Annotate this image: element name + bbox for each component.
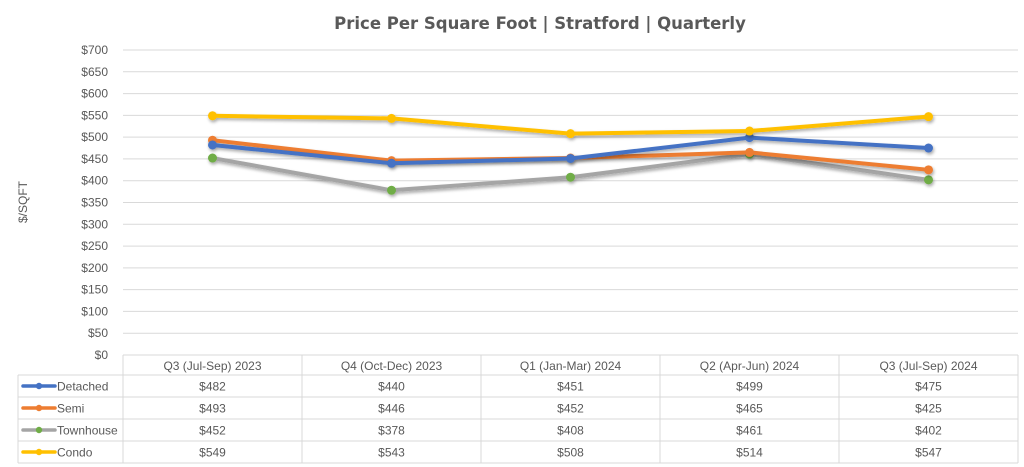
legend-entry: Townhouse <box>21 424 118 438</box>
y-tick-label: $400 <box>81 174 108 188</box>
data-point <box>387 113 396 123</box>
data-table-value: $465 <box>736 402 763 416</box>
data-point <box>566 129 575 139</box>
data-table-value: $514 <box>736 446 763 460</box>
y-tick-label: $600 <box>81 87 108 101</box>
data-table-value: $378 <box>378 424 405 438</box>
data-table-value: $499 <box>736 380 763 394</box>
series-lines <box>208 111 933 195</box>
data-point <box>745 147 754 157</box>
data-table-value: $440 <box>378 380 405 394</box>
legend-marker-swatch <box>35 448 43 456</box>
data-point <box>924 143 933 153</box>
y-tick-label: $0 <box>95 348 109 362</box>
y-tick-label: $150 <box>81 283 108 297</box>
y-tick-label: $250 <box>81 239 108 253</box>
legend-label: Semi <box>57 402 84 416</box>
data-table: Q3 (Jul-Sep) 2023 Q4 (Oct-Dec) 2023 Q1 (Ja… <box>17 354 1019 464</box>
data-point <box>208 140 217 150</box>
data-table-value: $547 <box>915 446 942 460</box>
data-table-value: $402 <box>915 424 942 438</box>
legend-label: Townhouse <box>57 424 118 438</box>
legend-entry: Detached <box>21 380 108 394</box>
legend-entry: Semi <box>21 402 84 416</box>
data-table-value: $452 <box>199 424 226 438</box>
data-table-value: $446 <box>378 402 405 416</box>
y-tick-label: $700 <box>81 43 108 57</box>
data-table-value: $425 <box>915 402 942 416</box>
series-condo <box>208 111 933 139</box>
data-table-value: $408 <box>557 424 584 438</box>
legend-marker-swatch <box>35 404 43 412</box>
data-point <box>745 133 754 143</box>
y-axis-ticks: $0 $50 $100 $150 $200 $250 $300 $350 $400 $450 $50… <box>81 43 108 362</box>
y-tick-label: $300 <box>81 217 108 231</box>
legend-label: Detached <box>57 380 108 394</box>
x-category-label: Q4 (Oct-Dec) 2023 <box>341 359 443 373</box>
legend-label: Condo <box>57 446 93 460</box>
data-table-value: $508 <box>557 446 584 460</box>
y-tick-label: $550 <box>81 108 108 122</box>
data-point <box>566 153 575 163</box>
series-detached <box>208 133 933 168</box>
data-table-value: $543 <box>378 446 405 460</box>
legend-marker-swatch <box>35 382 43 390</box>
y-tick-label: $500 <box>81 130 108 144</box>
data-point <box>924 112 933 122</box>
legend-entry: Condo <box>21 446 93 460</box>
y-tick-label: $450 <box>81 152 108 166</box>
data-point <box>208 111 217 121</box>
gridlines <box>123 49 1018 334</box>
x-category-label: Q2 (Apr-Jun) 2024 <box>700 359 800 373</box>
data-table-value: $493 <box>199 402 226 416</box>
y-tick-label: $650 <box>81 65 108 79</box>
y-axis-label: $/SQFT <box>16 180 30 223</box>
data-point <box>387 158 396 168</box>
data-table-value: $549 <box>199 446 226 460</box>
data-table-value: $475 <box>915 380 942 394</box>
data-table-value: $461 <box>736 424 763 438</box>
x-category-label: Q3 (Jul-Sep) 2023 <box>163 359 261 373</box>
data-table-value: $451 <box>557 380 584 394</box>
chart-title: Price Per Square Foot | Stratford | Quar… <box>334 14 746 34</box>
data-point <box>208 153 217 163</box>
y-tick-label: $100 <box>81 304 108 318</box>
data-point <box>924 175 933 185</box>
y-tick-label: $200 <box>81 261 108 275</box>
data-table-value: $482 <box>199 380 226 394</box>
data-point <box>387 185 396 195</box>
y-tick-label: $50 <box>88 326 108 340</box>
x-category-label: Q1 (Jan-Mar) 2024 <box>520 359 622 373</box>
data-point <box>924 165 933 175</box>
data-point <box>566 172 575 182</box>
legend-marker-swatch <box>35 426 43 434</box>
data-point <box>745 126 754 136</box>
y-tick-label: $350 <box>81 196 108 210</box>
data-table-value: $452 <box>557 402 584 416</box>
x-category-label: Q3 (Jul-Sep) 2024 <box>879 359 977 373</box>
